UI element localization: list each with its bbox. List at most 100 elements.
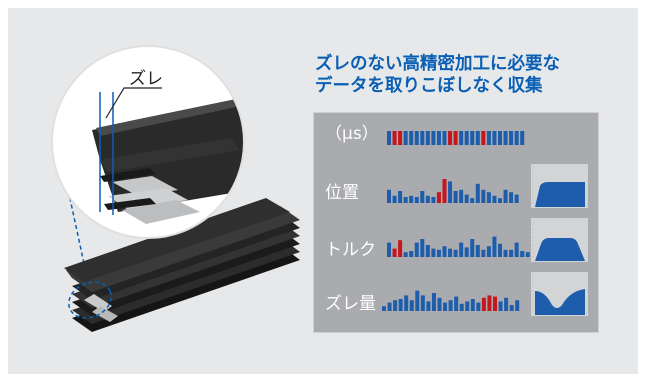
bar-offset-13 (454, 296, 459, 311)
bar-offset-12 (448, 300, 453, 311)
bar-offset-11 (443, 302, 448, 311)
bar-offset-2 (393, 300, 398, 311)
bar-position-6 (420, 191, 425, 203)
bar-time-0 (387, 131, 391, 145)
headline-line-1: ズレのない高精密加工に必要な (315, 54, 560, 74)
bar-time-18 (486, 131, 491, 145)
bar-torque-15 (470, 239, 475, 257)
bar-offset-7 (420, 295, 425, 311)
bar-time-21 (503, 131, 508, 145)
bar-time-20 (498, 131, 502, 145)
bar-time-17 (481, 131, 486, 145)
bar-time-13 (459, 131, 464, 145)
bar-offset-16 (470, 299, 475, 311)
bar-torque-6 (420, 239, 425, 257)
bar-position-14 (464, 194, 469, 203)
bar-offset-22 (504, 297, 509, 311)
bar-time-24 (520, 131, 525, 145)
bar-offset-4 (404, 295, 409, 311)
headline-line-2: データを取りこぼしなく収集 (315, 76, 543, 96)
bar-time-3 (403, 131, 408, 145)
bar-offset-0 (382, 306, 386, 311)
bar-position-4 (409, 195, 414, 203)
bar-position-10 (442, 179, 447, 203)
bar-position-21 (503, 189, 508, 203)
bar-offset-15 (465, 301, 470, 311)
bar-torque-16 (475, 245, 480, 257)
bar-torque-0 (387, 242, 391, 257)
bar-offset-24 (515, 300, 520, 311)
bar-time-4 (409, 131, 414, 145)
bar-torque-25 (525, 252, 530, 257)
bar-position-12 (453, 191, 458, 203)
profile-thumb-offset (531, 272, 588, 316)
bar-position-5 (414, 197, 419, 203)
bar-time-16 (475, 131, 480, 145)
bar-time-5 (414, 131, 419, 145)
bar-position-2 (398, 191, 403, 203)
bar-offset-1 (387, 302, 392, 311)
bar-offset-8 (426, 301, 431, 311)
bar-offset-5 (409, 300, 414, 311)
bar-position-20 (498, 198, 502, 203)
bar-torque-20 (498, 243, 502, 257)
bar-time-22 (509, 131, 514, 145)
bar-position-13 (459, 189, 464, 203)
bar-torque-24 (520, 251, 525, 257)
row-label-offset: ズレ量 (325, 294, 376, 314)
bar-position-18 (486, 192, 491, 203)
bar-torque-19 (492, 236, 497, 257)
bar-offset-20 (493, 296, 497, 311)
bar-torque-7 (425, 245, 430, 257)
highlight-ellipse (68, 281, 112, 319)
offset-label: ズレ (129, 69, 163, 89)
bar-torque-1 (392, 248, 397, 257)
bar-offset-14 (459, 303, 464, 311)
bar-position-0 (387, 189, 391, 203)
bar-position-15 (470, 198, 475, 203)
bar-offset-23 (509, 305, 514, 311)
bar-position-1 (392, 195, 397, 203)
offset-callout-line (105, 87, 162, 119)
bar-time-2 (398, 131, 403, 145)
bar-time-6 (420, 131, 425, 145)
bar-time-12 (453, 131, 458, 145)
bar-time-15 (470, 131, 475, 145)
bar-offset-9 (431, 293, 436, 311)
bar-position-7 (425, 195, 430, 203)
profile-thumb-position (531, 164, 588, 208)
bar-time-1 (392, 131, 397, 145)
bar-torque-9 (436, 249, 441, 257)
bar-position-8 (431, 197, 436, 203)
row-label-time: （µs） (325, 124, 379, 144)
bar-time-19 (492, 131, 497, 145)
bar-position-17 (481, 189, 486, 203)
bar-time-7 (425, 131, 430, 145)
bar-torque-4 (409, 251, 414, 257)
bar-torque-2 (398, 240, 403, 257)
bar-offset-10 (437, 297, 442, 311)
bar-position-19 (492, 195, 497, 203)
bar-position-22 (509, 192, 514, 203)
bar-torque-18 (486, 246, 491, 257)
bar-offset-3 (398, 299, 403, 311)
bar-time-23 (514, 131, 519, 145)
magnifier (51, 45, 245, 239)
bar-torque-21 (503, 249, 508, 257)
bar-offset-18 (481, 297, 486, 311)
profile-thumb-torque (531, 218, 588, 262)
bar-torque-13 (459, 242, 464, 257)
bar-position-16 (475, 183, 480, 203)
bar-offset-6 (415, 290, 420, 311)
bar-offset-21 (498, 301, 503, 311)
bar-time-10 (442, 131, 447, 145)
bar-offset-17 (476, 302, 481, 311)
bar-torque-10 (442, 246, 447, 257)
bar-position-11 (448, 181, 453, 203)
sheet-stack (64, 198, 300, 332)
bar-offset-19 (487, 295, 492, 311)
row-label-position: 位置 (325, 183, 359, 203)
